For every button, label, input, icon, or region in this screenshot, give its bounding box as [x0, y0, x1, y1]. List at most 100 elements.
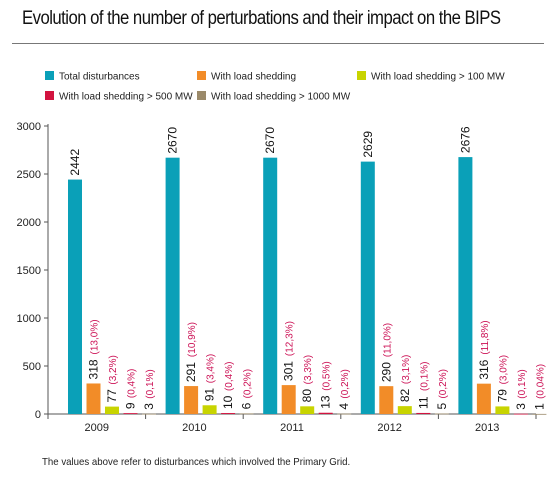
- bar: [221, 413, 236, 414]
- x-tick-label: 2010: [182, 422, 206, 434]
- x-tick-label: 2012: [377, 422, 401, 434]
- bar-percent-label: (0,2%): [243, 369, 254, 398]
- bar-value-label: 318: [87, 359, 101, 379]
- legend-swatch: [357, 71, 366, 80]
- bar-value-label: 82: [398, 388, 412, 402]
- bar: [360, 161, 375, 414]
- bar: [68, 179, 82, 414]
- bar-value-label: 11: [416, 396, 430, 409]
- x-tick-label: 2011: [280, 422, 304, 434]
- bar-value-label: 316: [477, 359, 491, 379]
- bar-percent-label: (0,2%): [438, 369, 449, 398]
- legend-swatch: [45, 91, 54, 100]
- bar-value-label: 2670: [263, 127, 277, 154]
- bar-value-label: 9: [124, 402, 138, 409]
- bar-value-label: 2670: [166, 127, 180, 154]
- bar: [202, 405, 217, 414]
- bar: [142, 413, 156, 415]
- bar-value-label: 2442: [68, 149, 82, 176]
- legend-label: With load shedding > 1000 MW: [211, 92, 351, 103]
- bar: [416, 412, 431, 414]
- bar-percent-label: (3,4%): [206, 354, 217, 383]
- legend-swatch: [197, 71, 206, 80]
- chart-value-labels: 2442 318 (13,0%) 77 (3,2%) 9 (0,4%) 3 (0,1%) 2670…: [68, 126, 546, 410]
- bar: [184, 386, 199, 414]
- bar-value-label: 13: [319, 395, 333, 409]
- bar-percent-label: (0,04%): [535, 364, 546, 399]
- bar-percent-label: (3,3%): [303, 355, 314, 384]
- bar-value-label: 4: [337, 403, 351, 410]
- bar-value-label: 91: [203, 388, 217, 402]
- bar: [281, 385, 296, 414]
- bar-value-label: 2629: [361, 131, 375, 158]
- bar-value-label: 79: [495, 389, 509, 403]
- bar: [379, 386, 394, 414]
- bar-percent-label: (10,9%): [187, 322, 198, 357]
- bar: [239, 413, 254, 415]
- bar: [532, 413, 547, 415]
- bar: [458, 157, 473, 414]
- bar-value-label: 301: [282, 361, 296, 381]
- legend-swatch: [197, 91, 206, 100]
- bar: [397, 406, 412, 414]
- bar-value-label: 291: [184, 362, 198, 382]
- bar-percent-label: (0,1%): [145, 369, 156, 398]
- y-tick-label: 1500: [17, 265, 41, 277]
- bar-value-label: 6: [240, 402, 254, 409]
- y-tick-label: 2000: [17, 217, 41, 229]
- bar-value-label: 2676: [458, 126, 472, 153]
- bar-value-label: 80: [300, 389, 314, 403]
- y-tick-label: 1000: [17, 313, 41, 325]
- legend-label: Total disturbances: [59, 72, 140, 83]
- bar: [495, 406, 510, 414]
- y-tick-label: 0: [35, 409, 41, 421]
- bar-percent-label: (12,3%): [285, 321, 296, 356]
- chart-axes: 0 500 1000 1500 2000 2500 3000 2009 2010 2011 2012…: [17, 121, 537, 434]
- bar: [337, 413, 352, 415]
- y-tick-label: 3000: [17, 121, 41, 133]
- bar-value-label: 77: [105, 389, 119, 403]
- bar: [476, 383, 491, 414]
- bar-value-label: 1: [532, 403, 546, 410]
- bar-percent-label: (0,1%): [419, 361, 430, 390]
- bar-percent-label: (0,4%): [224, 362, 235, 391]
- bar: [123, 413, 138, 414]
- bar-percent-label: (3,1%): [401, 355, 412, 384]
- y-tick-label: 2500: [17, 169, 41, 181]
- chart-legend: Total disturbances With load shedding With…: [45, 71, 505, 103]
- bar: [318, 412, 333, 414]
- bar-value-label: 290: [379, 362, 393, 382]
- bar-percent-label: (11,8%): [480, 320, 491, 354]
- bar: [105, 406, 119, 414]
- bar: [86, 383, 101, 414]
- bar-percent-label: (3,0%): [498, 355, 509, 384]
- bar: [513, 413, 528, 415]
- bar-value-label: 5: [435, 403, 449, 410]
- footnote: The values above refer to disturbances w…: [42, 456, 351, 468]
- bar-percent-label: (0,2%): [340, 369, 351, 398]
- bar: [434, 413, 449, 415]
- bar-percent-label: (0,1%): [517, 369, 528, 398]
- bar: [300, 406, 315, 414]
- chart-bars: [68, 157, 547, 415]
- legend-swatch: [45, 71, 54, 80]
- bar-value-label: 10: [221, 395, 235, 409]
- bar-value-label: 3: [142, 403, 156, 410]
- bar-percent-label: (13,0%): [90, 319, 101, 354]
- bar-percent-label: (11,0%): [382, 323, 393, 357]
- bar: [165, 157, 180, 414]
- bar-value-label: 3: [514, 403, 528, 410]
- title-rule: [12, 43, 544, 44]
- x-tick-label: 2013: [475, 422, 499, 434]
- x-tick-label: 2009: [85, 422, 109, 434]
- legend-label: With load shedding: [211, 72, 296, 83]
- bar-percent-label: (3,2%): [108, 355, 119, 384]
- bar-percent-label: (0,4%): [127, 369, 138, 398]
- legend-label: With load shedding > 500 MW: [59, 92, 193, 103]
- y-tick-label: 500: [23, 361, 41, 373]
- legend-label: With load shedding > 100 MW: [371, 72, 505, 83]
- chart-title: Evolution of the number of perturbations…: [22, 8, 501, 29]
- bar-percent-label: (0,5%): [322, 361, 333, 390]
- bar: [263, 157, 278, 414]
